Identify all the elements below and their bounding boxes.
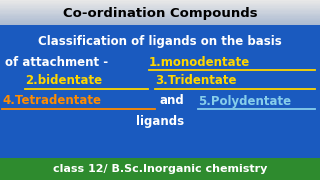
FancyBboxPatch shape bbox=[0, 8, 320, 9]
FancyBboxPatch shape bbox=[0, 0, 320, 1]
FancyBboxPatch shape bbox=[0, 9, 320, 10]
Text: of attachment -: of attachment - bbox=[5, 55, 112, 69]
FancyBboxPatch shape bbox=[0, 17, 320, 19]
Text: 3.Tridentate: 3.Tridentate bbox=[155, 75, 236, 87]
Text: class 12/ B.Sc.Inorganic chemistry: class 12/ B.Sc.Inorganic chemistry bbox=[53, 164, 267, 174]
FancyBboxPatch shape bbox=[0, 19, 320, 20]
FancyBboxPatch shape bbox=[0, 24, 320, 25]
FancyBboxPatch shape bbox=[0, 22, 320, 24]
FancyBboxPatch shape bbox=[0, 11, 320, 12]
Text: 4.Tetradentate: 4.Tetradentate bbox=[2, 94, 101, 107]
FancyBboxPatch shape bbox=[0, 20, 320, 21]
Text: ligands: ligands bbox=[136, 114, 184, 127]
FancyBboxPatch shape bbox=[0, 3, 320, 4]
FancyBboxPatch shape bbox=[0, 4, 320, 5]
FancyBboxPatch shape bbox=[0, 16, 320, 17]
Text: 1.monodentate: 1.monodentate bbox=[149, 55, 250, 69]
Text: Classification of ligands on the basis: Classification of ligands on the basis bbox=[38, 35, 282, 48]
Text: 5.Polydentate: 5.Polydentate bbox=[198, 94, 291, 107]
FancyBboxPatch shape bbox=[0, 12, 320, 14]
FancyBboxPatch shape bbox=[0, 6, 320, 8]
FancyBboxPatch shape bbox=[0, 14, 320, 15]
Text: Co-ordination Compounds: Co-ordination Compounds bbox=[63, 6, 257, 19]
FancyBboxPatch shape bbox=[0, 21, 320, 22]
FancyBboxPatch shape bbox=[0, 10, 320, 11]
FancyBboxPatch shape bbox=[0, 1, 320, 3]
FancyBboxPatch shape bbox=[0, 158, 320, 180]
Text: and: and bbox=[160, 94, 185, 107]
FancyBboxPatch shape bbox=[0, 5, 320, 6]
FancyBboxPatch shape bbox=[0, 15, 320, 16]
Text: 2.bidentate: 2.bidentate bbox=[25, 75, 102, 87]
